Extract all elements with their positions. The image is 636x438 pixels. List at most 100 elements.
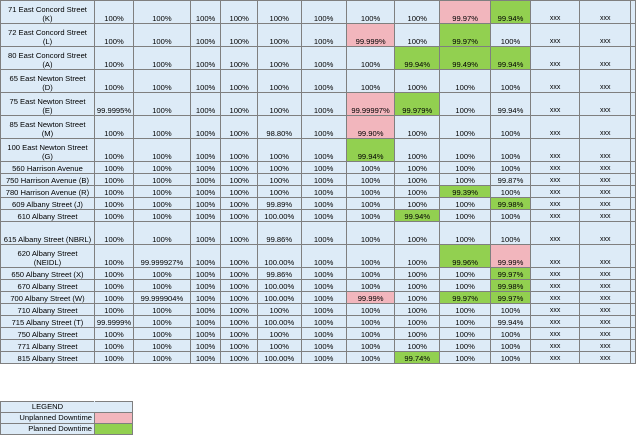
uptime-cell[interactable]: 100.00% — [256, 244, 302, 268]
uptime-cell[interactable]: 99.99997% — [345, 92, 396, 116]
uptime-cell[interactable]: 100% — [439, 351, 492, 364]
uptime-cell[interactable]: 100% — [256, 161, 302, 174]
uptime-cell[interactable]: 100% — [345, 209, 396, 222]
uptime-cell[interactable]: 100% — [93, 46, 135, 70]
uptime-cell[interactable]: 100% — [133, 46, 191, 70]
uptime-cell[interactable]: 100% — [93, 138, 135, 162]
uptime-cell[interactable]: xxx — [529, 303, 581, 316]
uptime-cell[interactable]: 100% — [394, 115, 441, 139]
uptime-cell[interactable]: xxx — [579, 185, 631, 198]
location-cell[interactable]: 610 Albany Street — [0, 209, 95, 222]
uptime-cell[interactable]: 99.87% — [490, 173, 531, 186]
uptime-cell[interactable]: 100% — [490, 327, 531, 340]
uptime-cell[interactable]: xxx — [579, 209, 631, 222]
uptime-cell[interactable]: 100% — [300, 185, 347, 198]
uptime-cell[interactable]: 100% — [345, 173, 396, 186]
uptime-cell[interactable]: xxx — [529, 92, 581, 116]
uptime-cell[interactable]: 100% — [300, 291, 347, 304]
uptime-cell[interactable]: 100% — [394, 173, 441, 186]
uptime-cell[interactable]: xxx — [579, 92, 631, 116]
uptime-cell[interactable]: 100% — [133, 161, 191, 174]
location-cell[interactable]: 75 East Newton Street (E) — [0, 92, 95, 116]
uptime-cell[interactable]: 100% — [256, 327, 302, 340]
uptime-cell[interactable]: 100% — [133, 115, 191, 139]
uptime-cell[interactable]: 100% — [189, 209, 222, 222]
uptime-cell[interactable]: 100% — [189, 315, 222, 328]
uptime-cell[interactable]: 99.97% — [439, 0, 492, 24]
uptime-cell[interactable]: xxx — [529, 115, 581, 139]
uptime-cell[interactable]: xxx — [529, 291, 581, 304]
uptime-cell[interactable]: 100% — [220, 69, 258, 93]
uptime-cell[interactable]: 99.999% — [345, 23, 396, 47]
uptime-cell[interactable]: 100% — [490, 185, 531, 198]
uptime-cell[interactable]: 100% — [220, 92, 258, 116]
uptime-cell[interactable]: 100% — [93, 0, 135, 24]
uptime-cell[interactable]: xxx — [529, 221, 581, 245]
uptime-cell[interactable]: 100% — [93, 303, 135, 316]
uptime-cell[interactable]: xxx — [579, 0, 631, 24]
uptime-cell[interactable]: 100% — [345, 339, 396, 352]
uptime-cell[interactable]: 99.94% — [490, 315, 531, 328]
location-cell[interactable]: 700 Albany Street (W) — [0, 291, 95, 304]
uptime-cell[interactable]: 100% — [394, 23, 441, 47]
uptime-cell[interactable]: 100% — [345, 244, 396, 268]
location-cell[interactable]: 715 Albany Street (T) — [0, 315, 95, 328]
uptime-cell[interactable]: xxx — [579, 197, 631, 210]
uptime-cell[interactable]: 99.89% — [256, 197, 302, 210]
uptime-cell[interactable]: 100% — [300, 327, 347, 340]
blank-cell[interactable] — [630, 197, 636, 210]
uptime-cell[interactable]: 99.39% — [439, 185, 492, 198]
uptime-cell[interactable]: 99.94% — [490, 0, 531, 24]
uptime-cell[interactable]: 100% — [133, 69, 191, 93]
uptime-cell[interactable]: 100% — [394, 0, 441, 24]
uptime-cell[interactable]: 100% — [394, 69, 441, 93]
uptime-cell[interactable]: 100% — [93, 161, 135, 174]
uptime-cell[interactable]: 100% — [93, 69, 135, 93]
uptime-cell[interactable]: 99.94% — [490, 92, 531, 116]
blank-cell[interactable] — [630, 291, 636, 304]
uptime-cell[interactable]: 100% — [220, 291, 258, 304]
uptime-cell[interactable]: 100% — [133, 0, 191, 24]
uptime-cell[interactable]: 100% — [93, 173, 135, 186]
uptime-cell[interactable]: 100% — [345, 303, 396, 316]
uptime-cell[interactable]: 100% — [133, 185, 191, 198]
blank-cell[interactable] — [630, 115, 636, 139]
uptime-cell[interactable]: 100% — [133, 92, 191, 116]
uptime-cell[interactable]: 100% — [220, 303, 258, 316]
uptime-cell[interactable]: xxx — [579, 23, 631, 47]
uptime-cell[interactable]: 100% — [394, 279, 441, 292]
uptime-cell[interactable]: 99.86% — [256, 221, 302, 245]
uptime-cell[interactable]: xxx — [579, 46, 631, 70]
uptime-cell[interactable]: 100% — [345, 279, 396, 292]
uptime-cell[interactable]: 100% — [220, 339, 258, 352]
uptime-cell[interactable]: xxx — [579, 267, 631, 280]
uptime-cell[interactable]: 100% — [300, 115, 347, 139]
uptime-cell[interactable]: 100% — [133, 327, 191, 340]
uptime-cell[interactable]: xxx — [579, 339, 631, 352]
uptime-cell[interactable]: 100% — [345, 46, 396, 70]
uptime-cell[interactable]: xxx — [529, 173, 581, 186]
uptime-cell[interactable]: 100% — [93, 185, 135, 198]
uptime-cell[interactable]: 100% — [133, 23, 191, 47]
uptime-cell[interactable]: 100% — [133, 197, 191, 210]
uptime-cell[interactable]: 100% — [490, 303, 531, 316]
uptime-cell[interactable]: xxx — [529, 279, 581, 292]
blank-cell[interactable] — [630, 92, 636, 116]
uptime-cell[interactable]: 100% — [439, 92, 492, 116]
blank-cell[interactable] — [630, 69, 636, 93]
uptime-cell[interactable]: 100% — [189, 267, 222, 280]
uptime-cell[interactable]: 99.94% — [394, 209, 441, 222]
location-cell[interactable]: 71 East Concord Street (K) — [0, 0, 95, 24]
uptime-cell[interactable]: 99.979% — [394, 92, 441, 116]
blank-cell[interactable] — [630, 221, 636, 245]
uptime-cell[interactable]: 100% — [220, 115, 258, 139]
uptime-cell[interactable]: 100% — [394, 267, 441, 280]
uptime-cell[interactable]: 100% — [345, 315, 396, 328]
location-cell[interactable]: 85 East Newton Street (M) — [0, 115, 95, 139]
uptime-cell[interactable]: 100% — [93, 209, 135, 222]
uptime-cell[interactable]: 100% — [345, 0, 396, 24]
uptime-cell[interactable]: 100% — [133, 209, 191, 222]
uptime-cell[interactable]: 99.97% — [439, 23, 492, 47]
uptime-cell[interactable]: 100% — [439, 339, 492, 352]
uptime-cell[interactable]: xxx — [529, 46, 581, 70]
